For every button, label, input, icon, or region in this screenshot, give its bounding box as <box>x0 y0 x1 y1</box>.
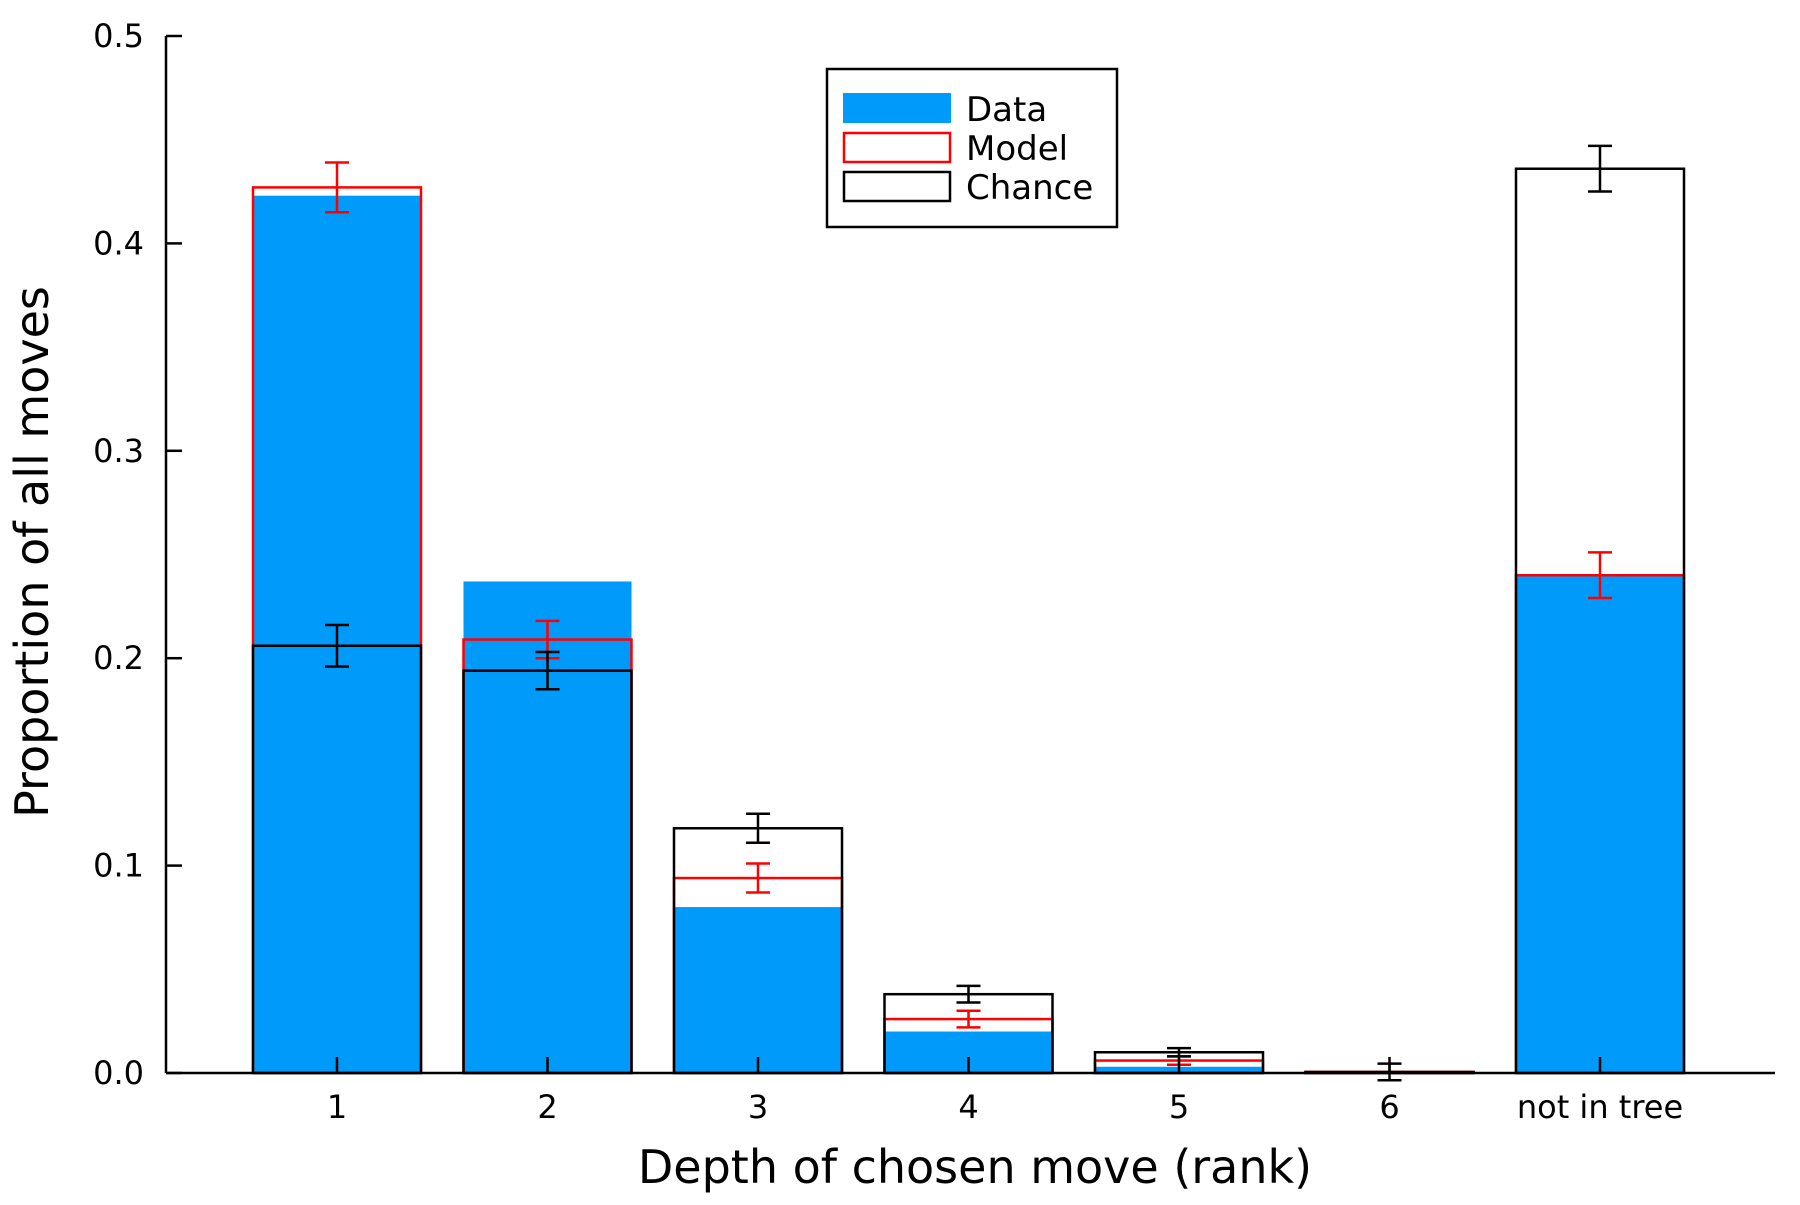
x-tick-label: not in tree <box>1517 1088 1683 1126</box>
y-tick-label: 0.4 <box>93 224 144 262</box>
legend: Data Model Chance <box>825 67 1119 229</box>
chance-error-bar-3 <box>746 812 770 845</box>
x-tick-label: 5 <box>1169 1088 1189 1126</box>
x-tick-label: 3 <box>748 1088 768 1126</box>
chance-error-bar-1 <box>325 623 349 668</box>
y-axis-title: Proportion of all moves <box>5 286 59 818</box>
legend-swatch-data <box>843 93 951 123</box>
legend-swatch-chance <box>842 170 952 203</box>
axes-layer: 0.0 0.1 0.2 0.3 0.4 0.5 1 2 3 4 5 6 not in tree <box>93 17 1775 1126</box>
chance-error-bar-4 <box>956 984 981 1004</box>
x-tick-label: 4 <box>958 1088 978 1126</box>
bars-layer <box>251 144 1686 1082</box>
y-tick-label: 0.0 <box>93 1054 144 1092</box>
x-tick-label: 1 <box>327 1088 347 1126</box>
chance-error-bar-2 <box>535 650 560 691</box>
x-tick-label: 6 <box>1379 1088 1399 1126</box>
legend-label-chance: Chance <box>966 168 1093 208</box>
model-error-bar-1 <box>325 161 349 214</box>
x-axis-title: Depth of chosen move (rank) <box>638 1140 1312 1194</box>
legend-label-model: Model <box>966 129 1068 169</box>
data-bar-3 <box>674 907 842 1073</box>
legend-label-data: Data <box>966 90 1047 130</box>
model-error-bar-3 <box>746 862 770 894</box>
model-error-bar-7 <box>1588 551 1612 600</box>
model-error-bar-4 <box>956 1009 981 1029</box>
legend-swatch-model <box>842 131 952 164</box>
data-bar-7 <box>1516 575 1684 1073</box>
x-tick-label: 2 <box>537 1088 557 1126</box>
y-tick-label: 0.3 <box>93 432 144 470</box>
y-tick-label: 0.2 <box>93 639 144 677</box>
y-tick-label: 0.1 <box>93 847 144 885</box>
chance-error-bar-5 <box>1167 1046 1191 1058</box>
y-tick-label: 0.5 <box>93 17 144 55</box>
chance-error-bar-7 <box>1588 144 1612 193</box>
